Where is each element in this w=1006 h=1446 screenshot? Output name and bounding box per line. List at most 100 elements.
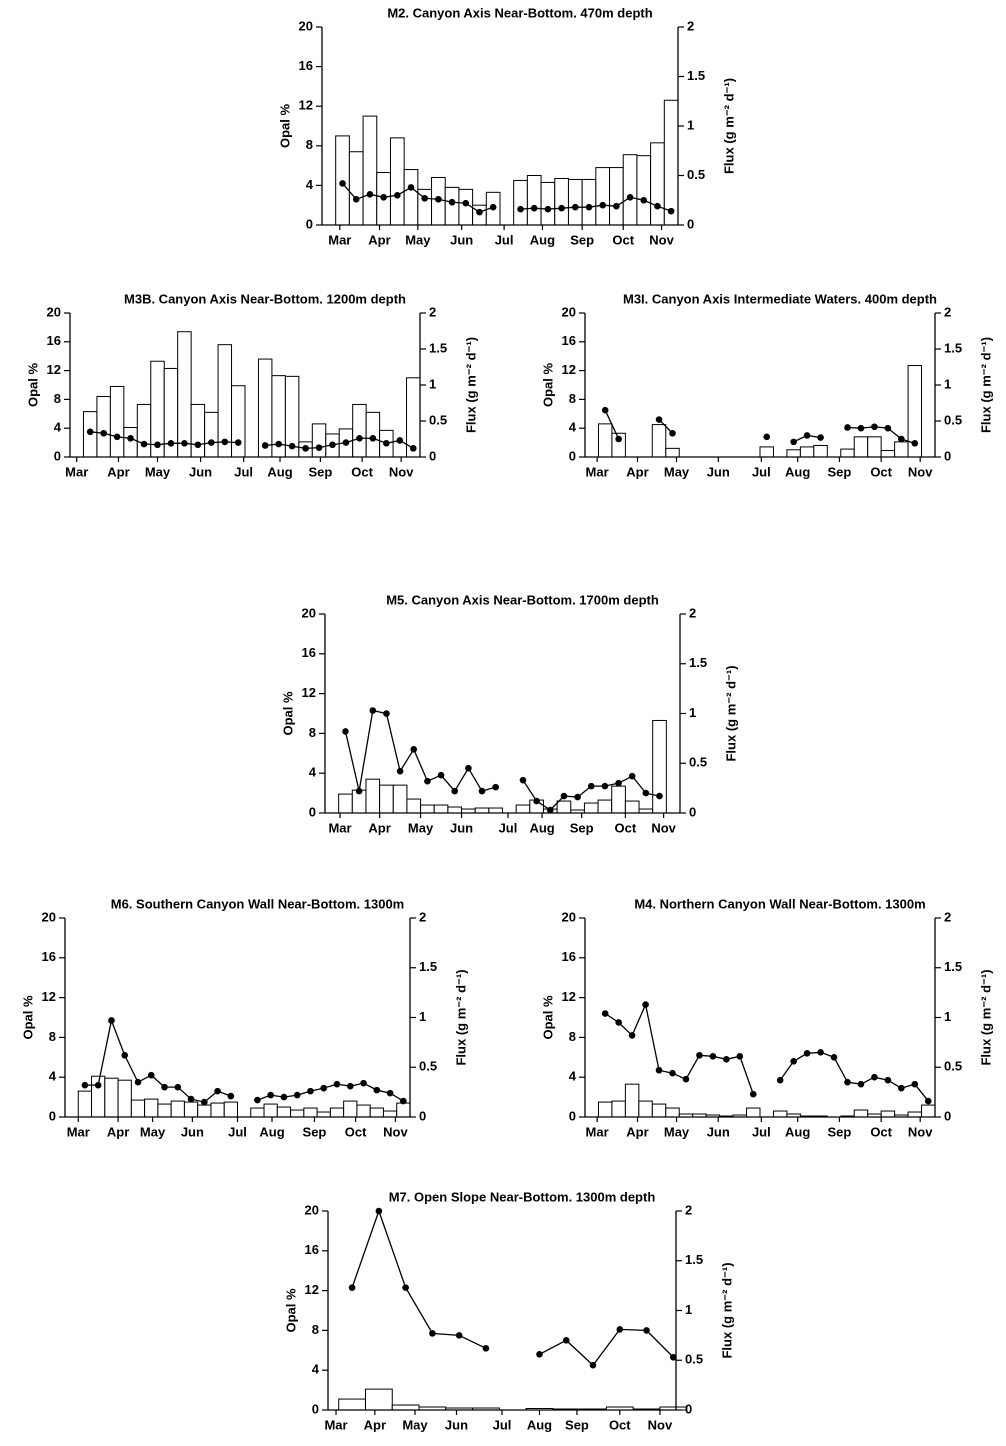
flux-point bbox=[871, 1073, 878, 1081]
flux-point bbox=[615, 435, 622, 443]
opal-bar bbox=[880, 450, 896, 458]
y-tick-label: 0 bbox=[569, 1108, 576, 1123]
y-tick-label: 4 bbox=[312, 1362, 320, 1377]
flux-point bbox=[161, 1083, 168, 1091]
flux-point bbox=[830, 1054, 838, 1061]
flux-point bbox=[396, 767, 404, 775]
opal-bar bbox=[651, 1103, 667, 1118]
panel: M7. Open Slope Near-Bottom. 1300m depth O… bbox=[283, 1189, 734, 1432]
opal-bar bbox=[665, 447, 680, 458]
x-tick-label: Sep bbox=[570, 820, 594, 835]
x-tick-label: Apr bbox=[364, 1417, 386, 1432]
y-axis-title: Opal % bbox=[540, 995, 555, 1040]
y-tick-label: 0 bbox=[312, 1401, 319, 1416]
opal-bar bbox=[144, 1098, 159, 1118]
flux-point bbox=[409, 445, 417, 452]
flux-point bbox=[394, 192, 401, 199]
flux-point bbox=[642, 789, 650, 797]
y2-axis-title: Flux (g m⁻² d⁻¹) bbox=[721, 78, 736, 174]
x-tick-label: Oct bbox=[609, 1417, 631, 1432]
opal-bar bbox=[651, 424, 667, 458]
flux-line bbox=[604, 409, 620, 440]
x-tick-label: Sep bbox=[570, 232, 594, 247]
opal-bar bbox=[772, 1110, 788, 1118]
flux-point bbox=[127, 434, 134, 442]
y-tick-label: 8 bbox=[309, 725, 316, 740]
y2-tick-label: 1.5 bbox=[944, 959, 962, 974]
flux-point bbox=[448, 198, 456, 206]
x-tick-label: Jul bbox=[493, 1417, 512, 1432]
flux-point bbox=[407, 184, 415, 191]
x-tick-label: Jul bbox=[499, 820, 518, 835]
flux-point bbox=[261, 442, 269, 449]
y2-tick-label: 0 bbox=[944, 1108, 951, 1123]
flux-point bbox=[655, 1066, 663, 1074]
flux-point bbox=[476, 208, 483, 216]
opal-bar bbox=[389, 137, 405, 226]
flux-point bbox=[267, 1091, 274, 1099]
opal-bar bbox=[263, 1103, 278, 1118]
y-tick-label: 16 bbox=[302, 645, 316, 660]
opal-bar bbox=[638, 1100, 653, 1118]
flux-point bbox=[352, 195, 360, 203]
opal-bar bbox=[352, 403, 367, 458]
opal-bar bbox=[223, 1101, 239, 1118]
x-tick-label: Oct bbox=[612, 232, 634, 247]
flux-point bbox=[214, 1087, 221, 1095]
opal-bar bbox=[183, 1101, 199, 1118]
flux-point bbox=[696, 1052, 703, 1059]
y-tick-label: 0 bbox=[569, 448, 576, 463]
opal-bar bbox=[447, 806, 463, 814]
flux-point bbox=[857, 424, 865, 432]
x-tick-label: Jun bbox=[707, 464, 730, 479]
y-tick-label: 0 bbox=[306, 216, 313, 231]
x-tick-label: Jul bbox=[228, 1124, 247, 1139]
flux-point bbox=[615, 1019, 622, 1026]
flux-point bbox=[174, 1083, 182, 1091]
flux-point bbox=[589, 1361, 597, 1369]
flux-line bbox=[257, 1082, 404, 1102]
y-axis-title: Opal % bbox=[20, 995, 35, 1040]
flux-point bbox=[585, 203, 593, 211]
opal-bar bbox=[597, 799, 613, 814]
flux-point bbox=[642, 1001, 649, 1008]
opal-bar bbox=[665, 1107, 680, 1118]
y-tick-label: 20 bbox=[562, 909, 576, 924]
opal-bar bbox=[444, 186, 460, 226]
x-tick-label: Aug bbox=[785, 464, 810, 479]
flux-point bbox=[572, 203, 579, 211]
flux-point bbox=[342, 439, 350, 446]
flux-point bbox=[424, 777, 431, 785]
opal-bar bbox=[231, 385, 246, 458]
y2-tick-label: 1.5 bbox=[687, 68, 705, 83]
opal-bar bbox=[622, 154, 638, 226]
x-tick-label: Sep bbox=[565, 1417, 589, 1432]
x-tick-label: Mar bbox=[328, 820, 351, 835]
flux-point bbox=[615, 779, 622, 787]
y-tick-label: 4 bbox=[49, 1069, 57, 1084]
opal-bar bbox=[556, 800, 572, 814]
y2-tick-label: 0.5 bbox=[419, 1059, 437, 1074]
flux-point bbox=[640, 196, 648, 204]
opal-bar bbox=[624, 800, 640, 814]
flux-point bbox=[302, 445, 309, 452]
x-tick-label: Oct bbox=[870, 464, 892, 479]
y-tick-label: 12 bbox=[299, 98, 313, 113]
x-tick-label: Oct bbox=[870, 1124, 892, 1139]
opal-bar bbox=[921, 1104, 936, 1118]
x-tick-label: Sep bbox=[828, 1124, 852, 1139]
y-tick-label: 12 bbox=[47, 362, 61, 377]
flux-point bbox=[396, 437, 404, 444]
flux-line bbox=[539, 1328, 674, 1367]
flux-point bbox=[348, 1284, 356, 1291]
flux-point bbox=[227, 1092, 235, 1100]
flux-point bbox=[402, 1284, 409, 1291]
flux-point bbox=[121, 1052, 129, 1059]
opal-bar bbox=[894, 441, 909, 458]
flux-point bbox=[167, 440, 175, 447]
x-tick-label: Jun bbox=[181, 1124, 204, 1139]
opal-bar bbox=[391, 1404, 420, 1411]
x-tick-label: Sep bbox=[828, 464, 852, 479]
opal-bar bbox=[364, 1388, 393, 1411]
flux-point bbox=[421, 194, 428, 202]
